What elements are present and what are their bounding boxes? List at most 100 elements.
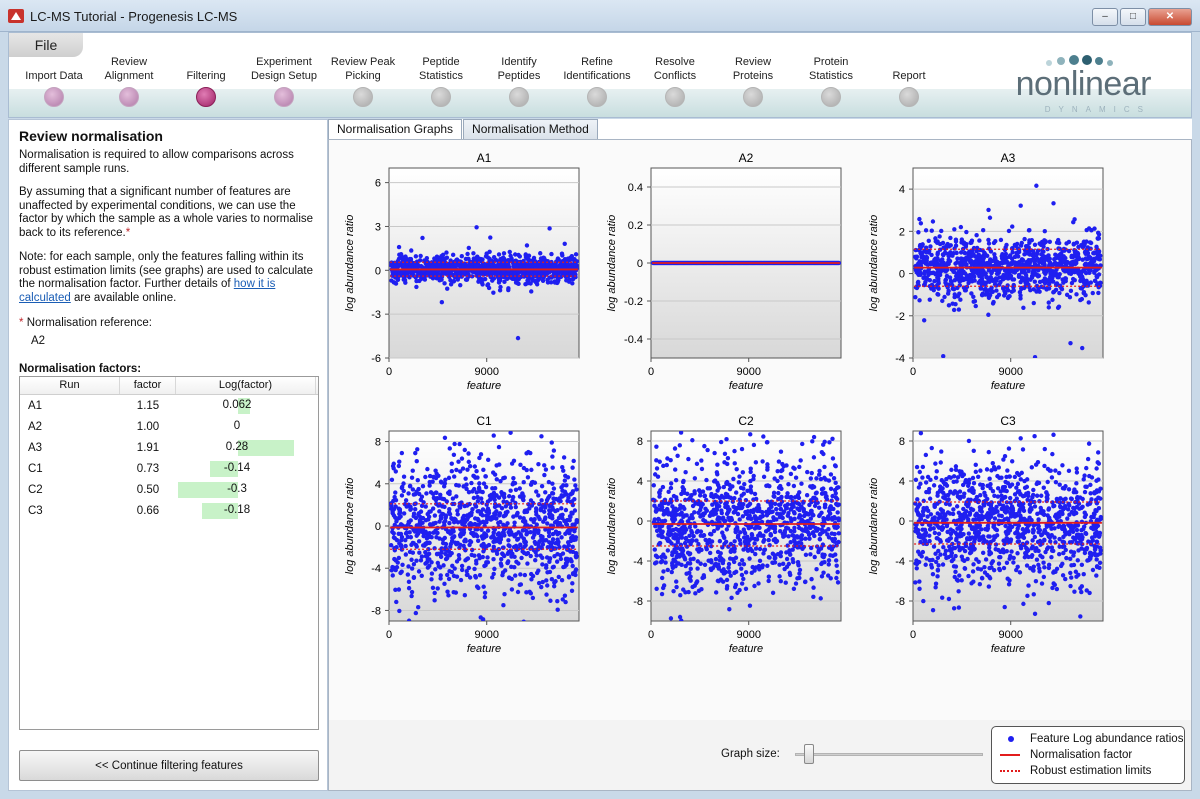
data-point xyxy=(515,589,521,595)
data-point xyxy=(400,562,405,568)
data-point xyxy=(515,546,520,551)
data-point xyxy=(506,538,511,543)
data-point xyxy=(816,472,822,477)
table-row[interactable]: A3 1.91 0.28 xyxy=(20,437,318,458)
column-header-run[interactable]: Run xyxy=(20,377,120,394)
data-point xyxy=(403,265,409,270)
table-row[interactable]: C1 0.73 -0.14 xyxy=(20,458,318,479)
data-point xyxy=(1041,560,1046,565)
data-point xyxy=(501,256,507,261)
data-point xyxy=(483,484,489,490)
data-point xyxy=(549,577,555,582)
data-point xyxy=(802,519,807,525)
data-point xyxy=(744,511,749,517)
data-point xyxy=(817,513,822,519)
data-point xyxy=(824,497,830,502)
data-point xyxy=(530,640,534,644)
log-factor-value: 0.062 xyxy=(222,398,252,411)
data-point xyxy=(438,573,443,578)
data-point xyxy=(724,436,729,442)
maximize-button[interactable]: □ xyxy=(1120,8,1146,26)
column-header-factor[interactable]: factor xyxy=(120,377,176,394)
data-point xyxy=(807,502,812,508)
data-point xyxy=(483,254,489,259)
data-point xyxy=(830,436,835,441)
data-point xyxy=(757,516,763,521)
data-point xyxy=(568,499,574,505)
table-row[interactable]: C2 0.50 -0.3 xyxy=(20,479,318,500)
data-point xyxy=(776,459,782,464)
data-point xyxy=(497,426,501,430)
table-row[interactable]: C3 0.66 -0.18 xyxy=(20,500,318,521)
data-point xyxy=(750,564,755,570)
tab-normalisation-method[interactable]: Normalisation Method xyxy=(463,119,598,139)
data-point xyxy=(671,493,677,499)
data-point xyxy=(543,490,548,495)
column-header-log[interactable]: Log(factor) xyxy=(176,377,316,394)
close-button[interactable]: ✕ xyxy=(1148,8,1192,26)
data-point xyxy=(507,543,512,549)
data-point xyxy=(547,557,552,562)
data-point xyxy=(520,518,526,524)
data-point xyxy=(664,536,669,541)
workflow-step[interactable]: Import Data xyxy=(9,53,99,115)
workflow-step[interactable]: Report xyxy=(864,53,954,115)
workflow-step[interactable]: Review Alignment xyxy=(84,53,174,115)
workflow-step[interactable]: Resolve Conflicts xyxy=(630,53,720,115)
data-point xyxy=(805,511,811,517)
workflow-step[interactable]: Review Peak Picking xyxy=(318,53,408,115)
data-point xyxy=(699,466,705,472)
workflow-step-dot-icon xyxy=(431,87,451,107)
data-point xyxy=(544,578,549,583)
data-point xyxy=(979,268,984,274)
data-point xyxy=(439,300,445,305)
data-point xyxy=(1098,253,1103,258)
data-point xyxy=(954,538,959,543)
workflow-step[interactable]: Review Proteins xyxy=(708,53,798,115)
data-point xyxy=(661,508,667,514)
minimize-button[interactable]: – xyxy=(1092,8,1118,26)
data-point xyxy=(427,534,433,540)
data-point xyxy=(487,249,492,254)
data-point xyxy=(968,278,973,283)
factors-table[interactable]: Run factor Log(factor) A1 1.15 0.062 A2 1.00… xyxy=(19,376,319,730)
data-point xyxy=(547,503,552,509)
data-point xyxy=(688,566,693,572)
workflow-step[interactable]: Peptide Statistics xyxy=(396,53,486,115)
workflow-step[interactable]: Refine Identifications xyxy=(552,53,642,115)
data-point xyxy=(425,565,431,570)
how-calculated-link[interactable]: how it is calculated xyxy=(19,278,276,304)
workflow-step[interactable]: Identify Peptides xyxy=(474,53,564,115)
workflow-step[interactable]: Protein Statistics xyxy=(786,53,876,115)
data-point xyxy=(986,237,991,243)
data-point xyxy=(419,573,424,578)
workflow-step[interactable]: Experiment Design Setup xyxy=(239,53,329,115)
data-point xyxy=(441,563,446,568)
tab-normalisation-graphs[interactable]: Normalisation Graphs xyxy=(328,119,463,140)
table-row[interactable]: A1 1.15 0.062 xyxy=(20,395,318,416)
data-point xyxy=(739,572,745,578)
data-point xyxy=(1068,288,1074,294)
data-point xyxy=(785,526,791,531)
data-point xyxy=(969,268,975,273)
data-point xyxy=(441,512,446,517)
table-row[interactable]: A2 1.00 0 xyxy=(20,416,318,437)
data-point xyxy=(534,553,539,558)
data-point xyxy=(702,493,707,499)
data-point xyxy=(918,431,924,436)
data-point xyxy=(924,250,929,255)
data-point xyxy=(774,506,779,512)
data-point xyxy=(801,513,807,519)
data-point xyxy=(446,593,451,598)
data-point xyxy=(540,579,545,585)
data-point xyxy=(677,614,683,620)
data-point xyxy=(828,486,834,492)
file-menu-button[interactable]: File xyxy=(9,33,83,57)
y-tick-label: -6 xyxy=(371,353,381,365)
workflow-step[interactable]: Filtering xyxy=(161,53,251,115)
continue-filtering-button[interactable]: << Continue filtering features xyxy=(19,750,319,781)
data-point xyxy=(561,455,567,460)
data-point xyxy=(479,276,484,282)
data-point xyxy=(423,504,428,509)
